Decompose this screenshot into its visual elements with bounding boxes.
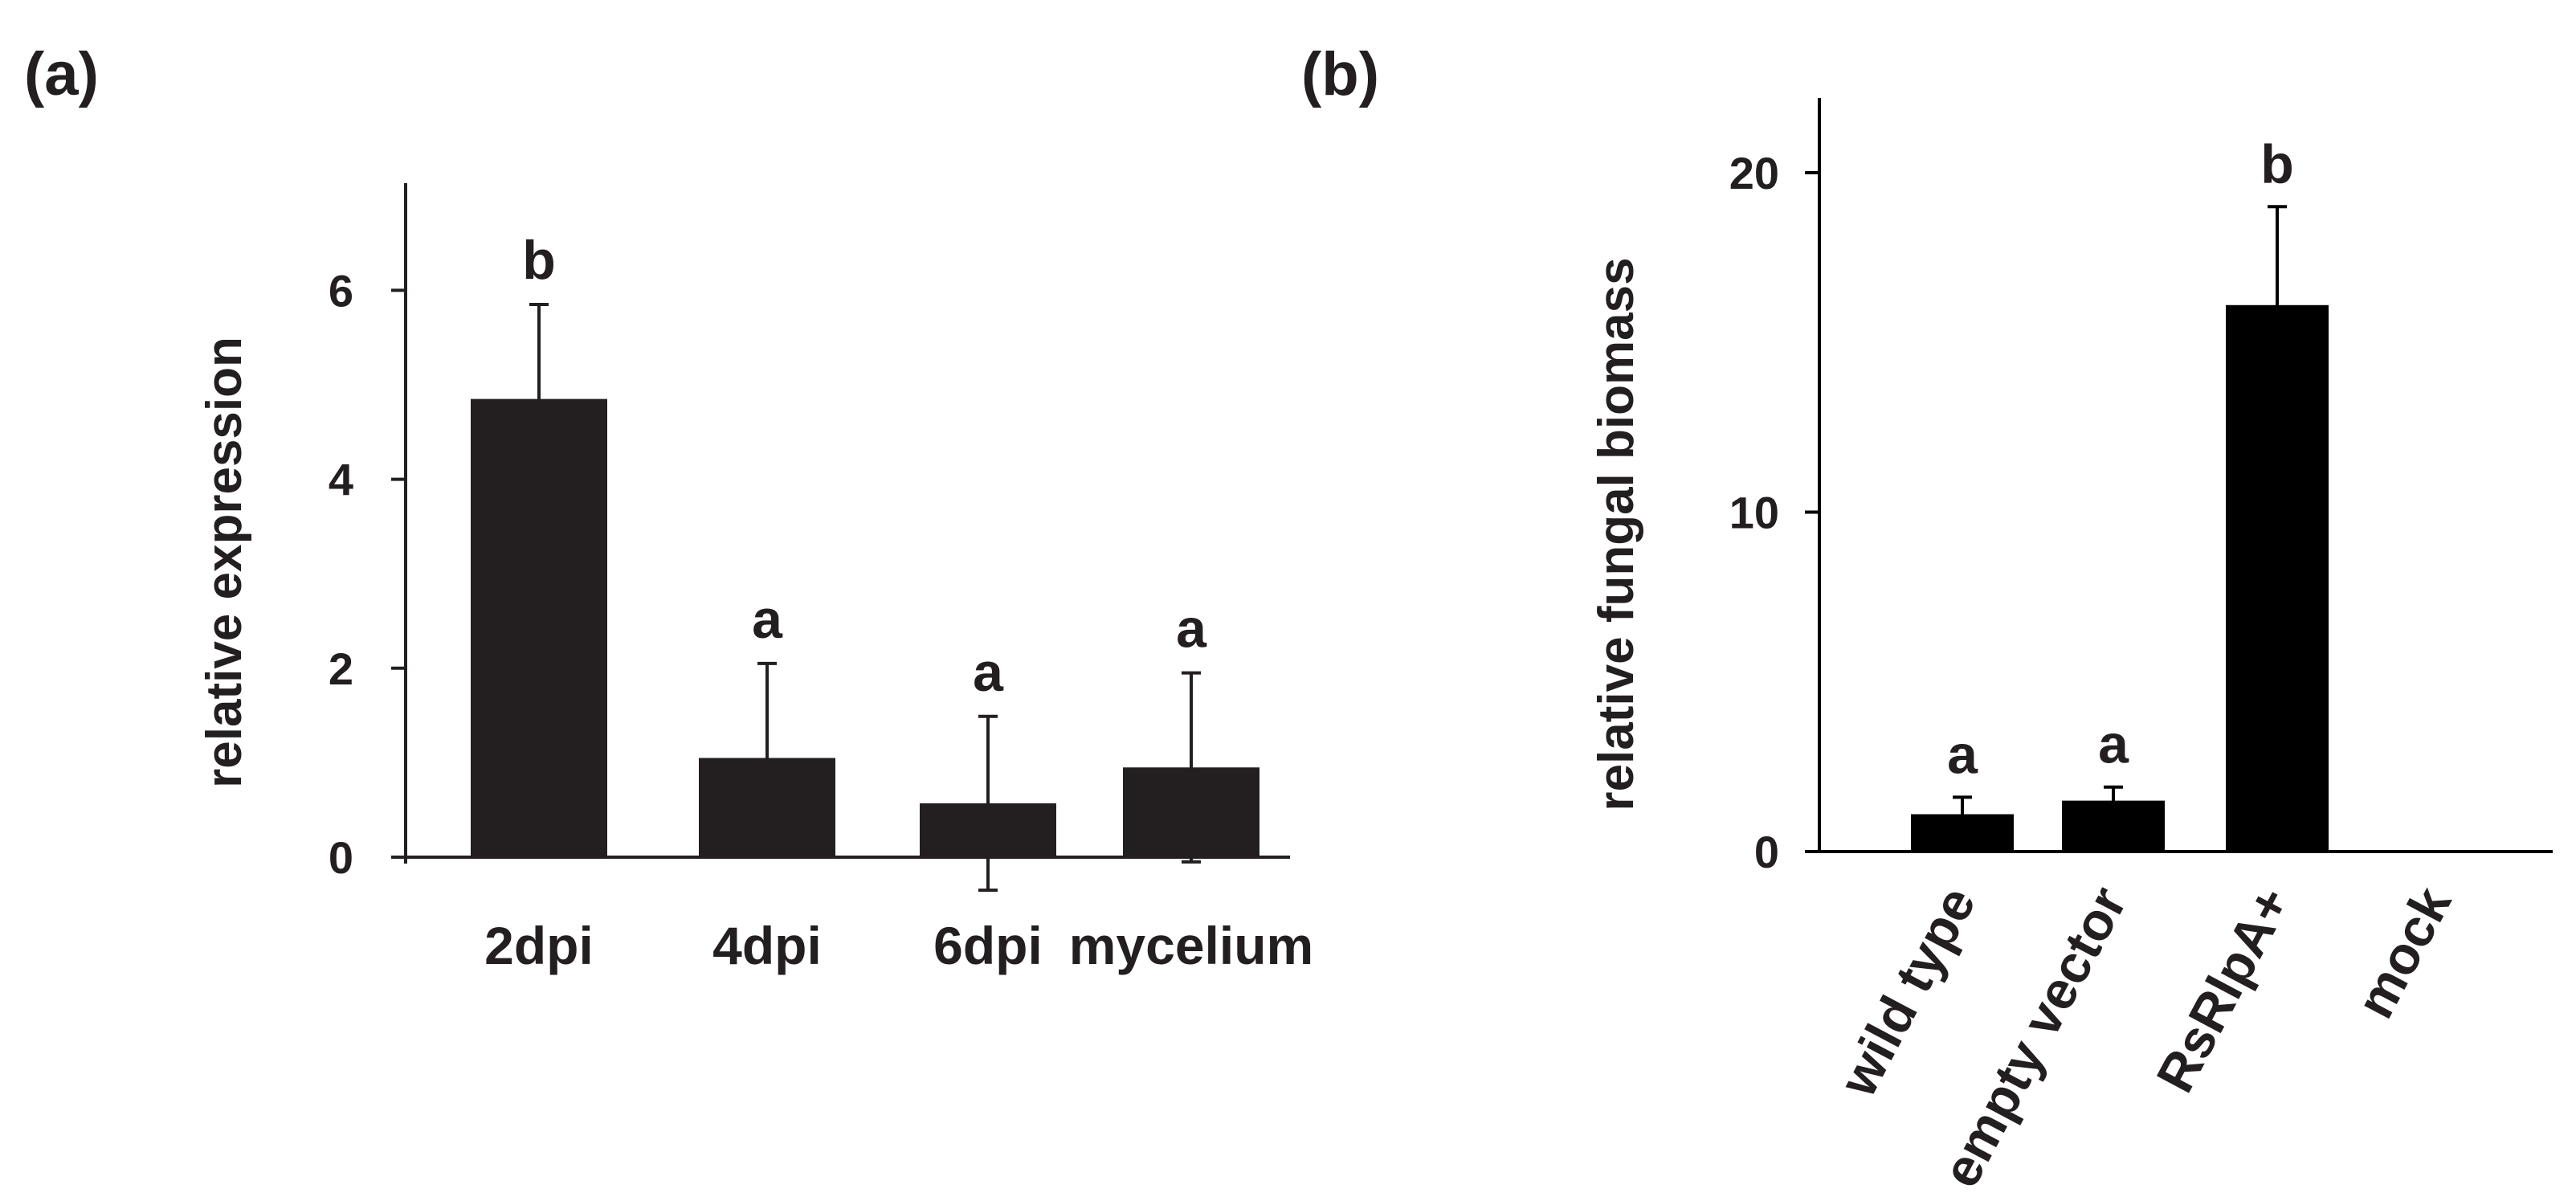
panel-a-category-label: mycelium	[1069, 916, 1313, 975]
panel-a-y-axis-title: relative expression	[197, 337, 252, 788]
panel-a-error-bar	[529, 303, 549, 496]
panel-b-error-bar	[1953, 795, 1972, 833]
panel-a-error-bar	[757, 661, 777, 855]
panel-a-significance-label: a	[973, 642, 1004, 703]
panel-a-error-bar	[978, 714, 998, 893]
panel-a-category-label: 2dpi	[484, 916, 594, 975]
panel-a-y-tick-label: 6	[329, 265, 353, 316]
panel-a-category-label: 4dpi	[712, 916, 822, 975]
panel-b-significance-label: b	[2260, 133, 2294, 194]
panel-a-y-tick-label: 4	[329, 455, 353, 505]
panel-b-y-axis-title: relative fungal biomass	[1589, 257, 1644, 811]
panel-b-category-label: mock	[2345, 877, 2462, 1027]
panel-a-significance-label: a	[752, 589, 783, 650]
panel-b-error-bar	[2104, 785, 2123, 816]
panel-a-significance-label: a	[1176, 598, 1207, 660]
panel-a-label: (a)	[24, 40, 99, 108]
panel-a-significance-label: b	[522, 230, 556, 291]
panel-a-y-tick-label: 2	[329, 643, 353, 694]
panel-b-significance-label: a	[2098, 714, 2129, 775]
panel-a: (a) relative expression 0 2 4 6 b a a a 2dpi 4d…	[24, 40, 1313, 975]
panel-b-y-tick-label: 10	[1729, 488, 1779, 538]
panel-b-category-label: wild type	[1827, 877, 1986, 1106]
panel-b-y-tick-label: 0	[1754, 827, 1779, 877]
panel-a-y-tick-label: 0	[329, 832, 353, 883]
panel-b: (b) relative fungal biomass 0 10 20 a a b wi…	[1301, 40, 2553, 1196]
panel-b-error-bar	[2268, 205, 2287, 406]
panel-a-error-bar	[1182, 671, 1201, 864]
panel-b-category-label: RsRlpA+	[2145, 877, 2301, 1101]
panel-b-significance-label: a	[1947, 724, 1978, 785]
panel-a-category-label: 6dpi	[933, 916, 1043, 975]
panel-b-y-tick-label: 20	[1729, 148, 1779, 198]
panel-b-label: (b)	[1301, 40, 1379, 108]
